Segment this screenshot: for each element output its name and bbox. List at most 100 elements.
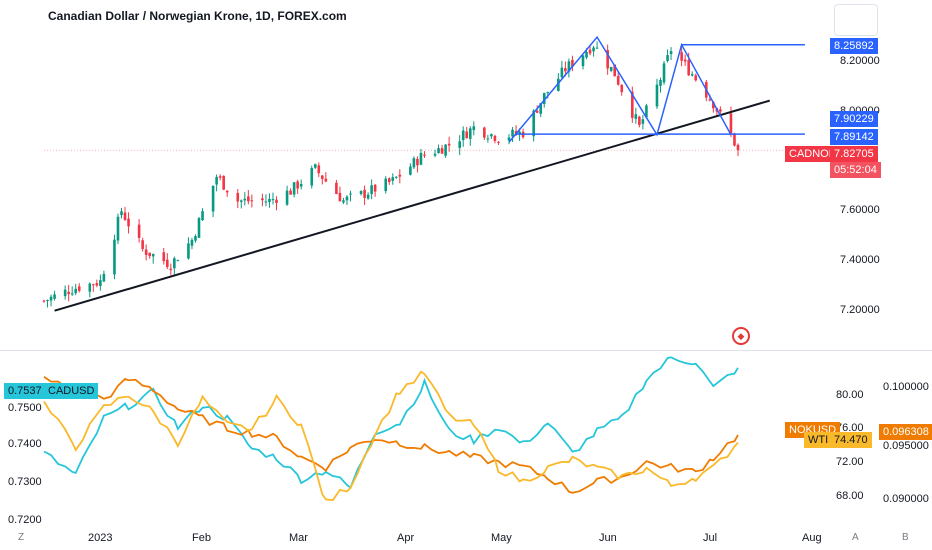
candle-body (535, 110, 539, 113)
candle-body (310, 168, 314, 186)
candle-body (46, 300, 49, 302)
canada-flag-icon[interactable]: ◆ (732, 327, 750, 345)
candle-body (416, 158, 419, 166)
nokusd-value-label: 0.096308 (879, 424, 932, 440)
candle-body (222, 175, 225, 190)
candle-body (70, 293, 74, 295)
left-tick: 0.7500 (8, 402, 42, 414)
candle-body (581, 55, 585, 67)
series-line-nokusd (43, 375, 739, 494)
left-tick: 0.7400 (8, 438, 42, 450)
candle-body (313, 164, 317, 168)
candle-body (338, 192, 342, 202)
candle-body (585, 51, 588, 58)
candle-body (542, 92, 546, 104)
candle-body (67, 291, 70, 295)
candle-body (514, 130, 518, 135)
candle-body (690, 74, 694, 76)
candle-body (373, 184, 377, 192)
candle-body (655, 84, 659, 107)
log-scale-button[interactable]: B (902, 532, 909, 543)
candle-body (616, 75, 620, 85)
candle-body (440, 148, 444, 154)
price-label-neckline: 7.89142 (830, 129, 878, 145)
candle-body (370, 185, 373, 195)
candle-body (359, 190, 363, 195)
candle-body (634, 114, 638, 119)
candle-body (268, 198, 271, 203)
settings-box[interactable] (834, 4, 878, 36)
candle-body (148, 252, 151, 257)
candle-body (736, 144, 740, 151)
candle-body (659, 79, 662, 86)
candle-body (169, 268, 173, 271)
series-line-cadusd (43, 356, 739, 490)
right-tick: 0.090000 (883, 493, 929, 505)
candle-body (729, 113, 733, 134)
candle-body (218, 176, 222, 178)
candle-body (289, 190, 292, 195)
x-tick: Apr (397, 532, 415, 544)
candle-body (275, 199, 278, 203)
candle-body (363, 189, 366, 198)
candle-body (680, 52, 683, 61)
candle-body (539, 103, 543, 114)
candle-body (247, 196, 250, 202)
x-tick: 2023 (88, 532, 113, 544)
candle-body (299, 183, 303, 187)
candle-body (349, 193, 352, 195)
candle-body (285, 190, 289, 205)
candle-body (88, 283, 92, 292)
candle-body (641, 119, 645, 124)
candle-body (151, 254, 155, 257)
candle-body (613, 64, 617, 77)
candle-body (606, 50, 609, 69)
candle-body (662, 63, 666, 83)
candle-body (123, 212, 127, 220)
candle-body (490, 134, 493, 137)
x-tick: Feb (192, 532, 211, 544)
wti-name-label: WTI (804, 432, 833, 448)
candle-body (387, 178, 391, 183)
auto-scale-button[interactable]: A (852, 532, 859, 543)
candle-body (532, 110, 535, 137)
candle-body (239, 200, 243, 202)
candle-body (620, 84, 624, 93)
candle-body (518, 131, 521, 135)
candle-body (74, 288, 78, 294)
candle-body (197, 218, 201, 238)
cadusd-value-label: 0.7537 (4, 383, 46, 399)
series-line-wti (43, 370, 739, 502)
pane-divider[interactable] (0, 350, 932, 351)
candle-body (423, 154, 426, 156)
candle-body (261, 198, 264, 201)
countdown-label: 05:52:04 (830, 162, 881, 178)
candle-body (511, 129, 514, 137)
candle-body (236, 192, 240, 202)
candle-body (384, 178, 388, 192)
candle-body (317, 165, 321, 174)
candle-body (588, 49, 592, 54)
mid-tick: 80.00 (836, 389, 864, 401)
candle-body (296, 181, 299, 189)
candle-body (493, 135, 497, 141)
candle-body (557, 78, 560, 91)
candle-body (292, 182, 296, 195)
timezone-button[interactable]: Z (18, 532, 25, 543)
left-tick: 0.7200 (8, 514, 42, 526)
candle-body (708, 99, 712, 101)
candle-body (712, 101, 715, 109)
candle-body (215, 176, 218, 185)
candle-body (225, 190, 229, 193)
candle-body (461, 130, 465, 141)
candle-body (567, 61, 571, 72)
right-tick: 0.095000 (883, 440, 929, 452)
candle-body (194, 236, 197, 241)
candle-body (63, 289, 67, 297)
candle-body (113, 239, 116, 275)
candle-body (176, 260, 180, 262)
candle-body (638, 116, 641, 125)
candle-body (483, 127, 486, 138)
